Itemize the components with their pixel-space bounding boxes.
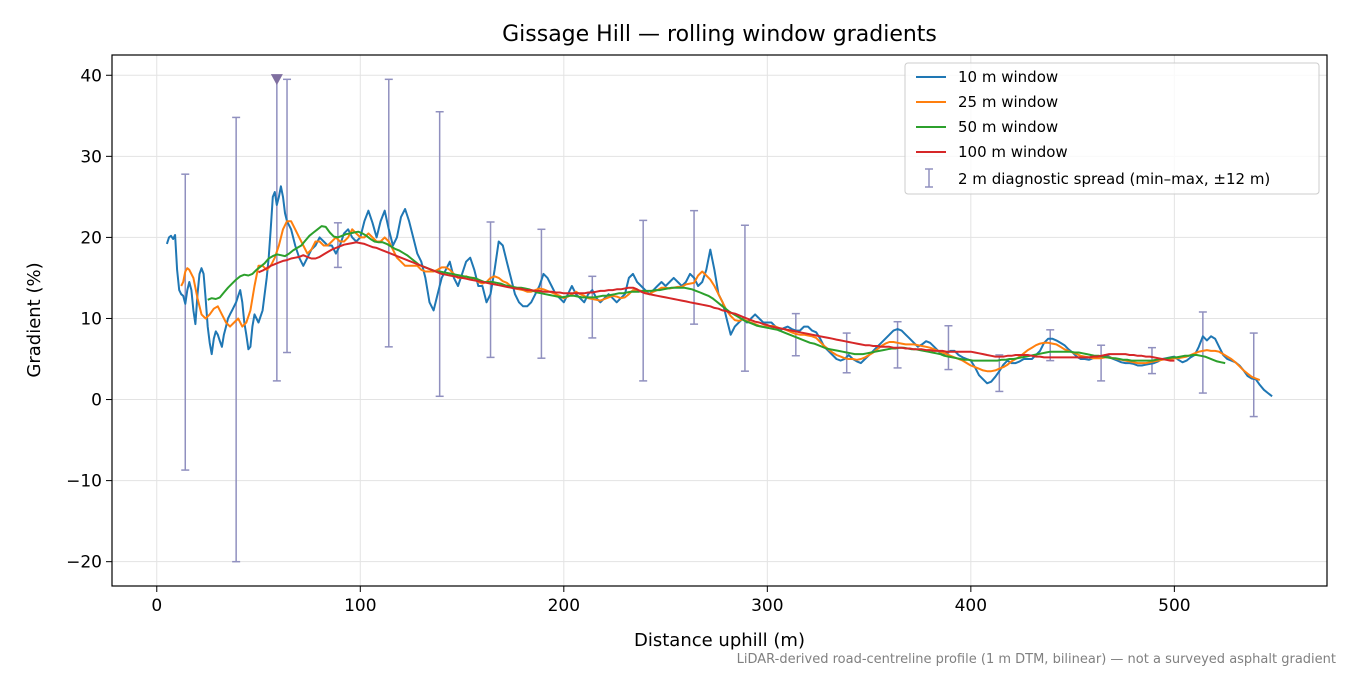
plot-frame bbox=[111, 54, 1328, 587]
diagnostic-spread-bar bbox=[272, 74, 281, 382]
y-axis-ticks: −20 −10 0 10 20 30 40 bbox=[66, 66, 112, 573]
x-tick-label: 500 bbox=[1158, 596, 1190, 616]
y-tick-label: 0 bbox=[91, 391, 102, 411]
y-tick-label: 20 bbox=[80, 228, 102, 248]
y-axis-label: Gradient (%) bbox=[24, 262, 45, 377]
legend-label-spread: 2 m diagnostic spread (min–max, ±12 m) bbox=[958, 170, 1270, 188]
diagnostic-spread-bar bbox=[1249, 332, 1258, 418]
diagnostic-spread-bar bbox=[435, 110, 444, 398]
x-axis-label: Distance uphill (m) bbox=[634, 630, 805, 651]
diagnostic-spread-bar bbox=[181, 173, 190, 471]
series-layer bbox=[165, 185, 1273, 398]
diagnostic-spread-bar bbox=[639, 219, 648, 382]
diagnostic-spread-bar bbox=[1046, 329, 1055, 362]
legend-label-50m: 50 m window bbox=[958, 118, 1058, 136]
diagnostic-spread-bar bbox=[690, 209, 699, 325]
diagnostic-spread-bar bbox=[384, 78, 393, 348]
legend-label-25m: 25 m window bbox=[958, 93, 1058, 111]
series-line-0 bbox=[165, 185, 1273, 398]
diagnostic-spread-bar bbox=[1097, 344, 1106, 382]
diagnostic-spread-bar bbox=[283, 78, 292, 354]
legend-swatch-spread bbox=[925, 168, 933, 188]
legend: 10 m window 25 m window 50 m window 100 … bbox=[904, 62, 1320, 195]
x-tick-label: 100 bbox=[344, 596, 376, 616]
series-line-2 bbox=[207, 225, 1226, 365]
footnote: LiDAR-derived road-centreline profile (1… bbox=[736, 652, 1336, 667]
x-tick-label: 200 bbox=[548, 596, 580, 616]
x-axis-ticks: 0 100 200 300 400 500 bbox=[151, 586, 1191, 616]
diagnostic-spread-bar bbox=[740, 224, 749, 372]
clipped-value-marker bbox=[270, 74, 283, 86]
diagnostic-spread-bar bbox=[588, 275, 597, 339]
x-tick-label: 400 bbox=[955, 596, 987, 616]
series-line-1 bbox=[180, 220, 1261, 382]
y-tick-label: 10 bbox=[80, 309, 102, 329]
diagnostic-spread-layer bbox=[181, 74, 1258, 563]
y-tick-label: 40 bbox=[80, 66, 102, 86]
legend-box bbox=[904, 62, 1320, 195]
diagnostic-spread-bar bbox=[1198, 311, 1207, 394]
y-tick-label: 30 bbox=[80, 147, 102, 167]
diagnostic-spread-bar bbox=[944, 325, 953, 371]
chart-title: Gissage Hill — rolling window gradients bbox=[502, 22, 937, 47]
x-tick-label: 0 bbox=[151, 596, 162, 616]
legend-label-10m: 10 m window bbox=[958, 68, 1058, 86]
x-tick-label: 300 bbox=[751, 596, 783, 616]
legend-label-100m: 100 m window bbox=[958, 143, 1068, 161]
diagnostic-spread-bar bbox=[333, 222, 342, 269]
y-tick-label: −20 bbox=[66, 553, 102, 573]
series-line-3 bbox=[258, 241, 1175, 362]
y-tick-label: −10 bbox=[66, 472, 102, 492]
diagnostic-spread-bar bbox=[232, 116, 241, 563]
